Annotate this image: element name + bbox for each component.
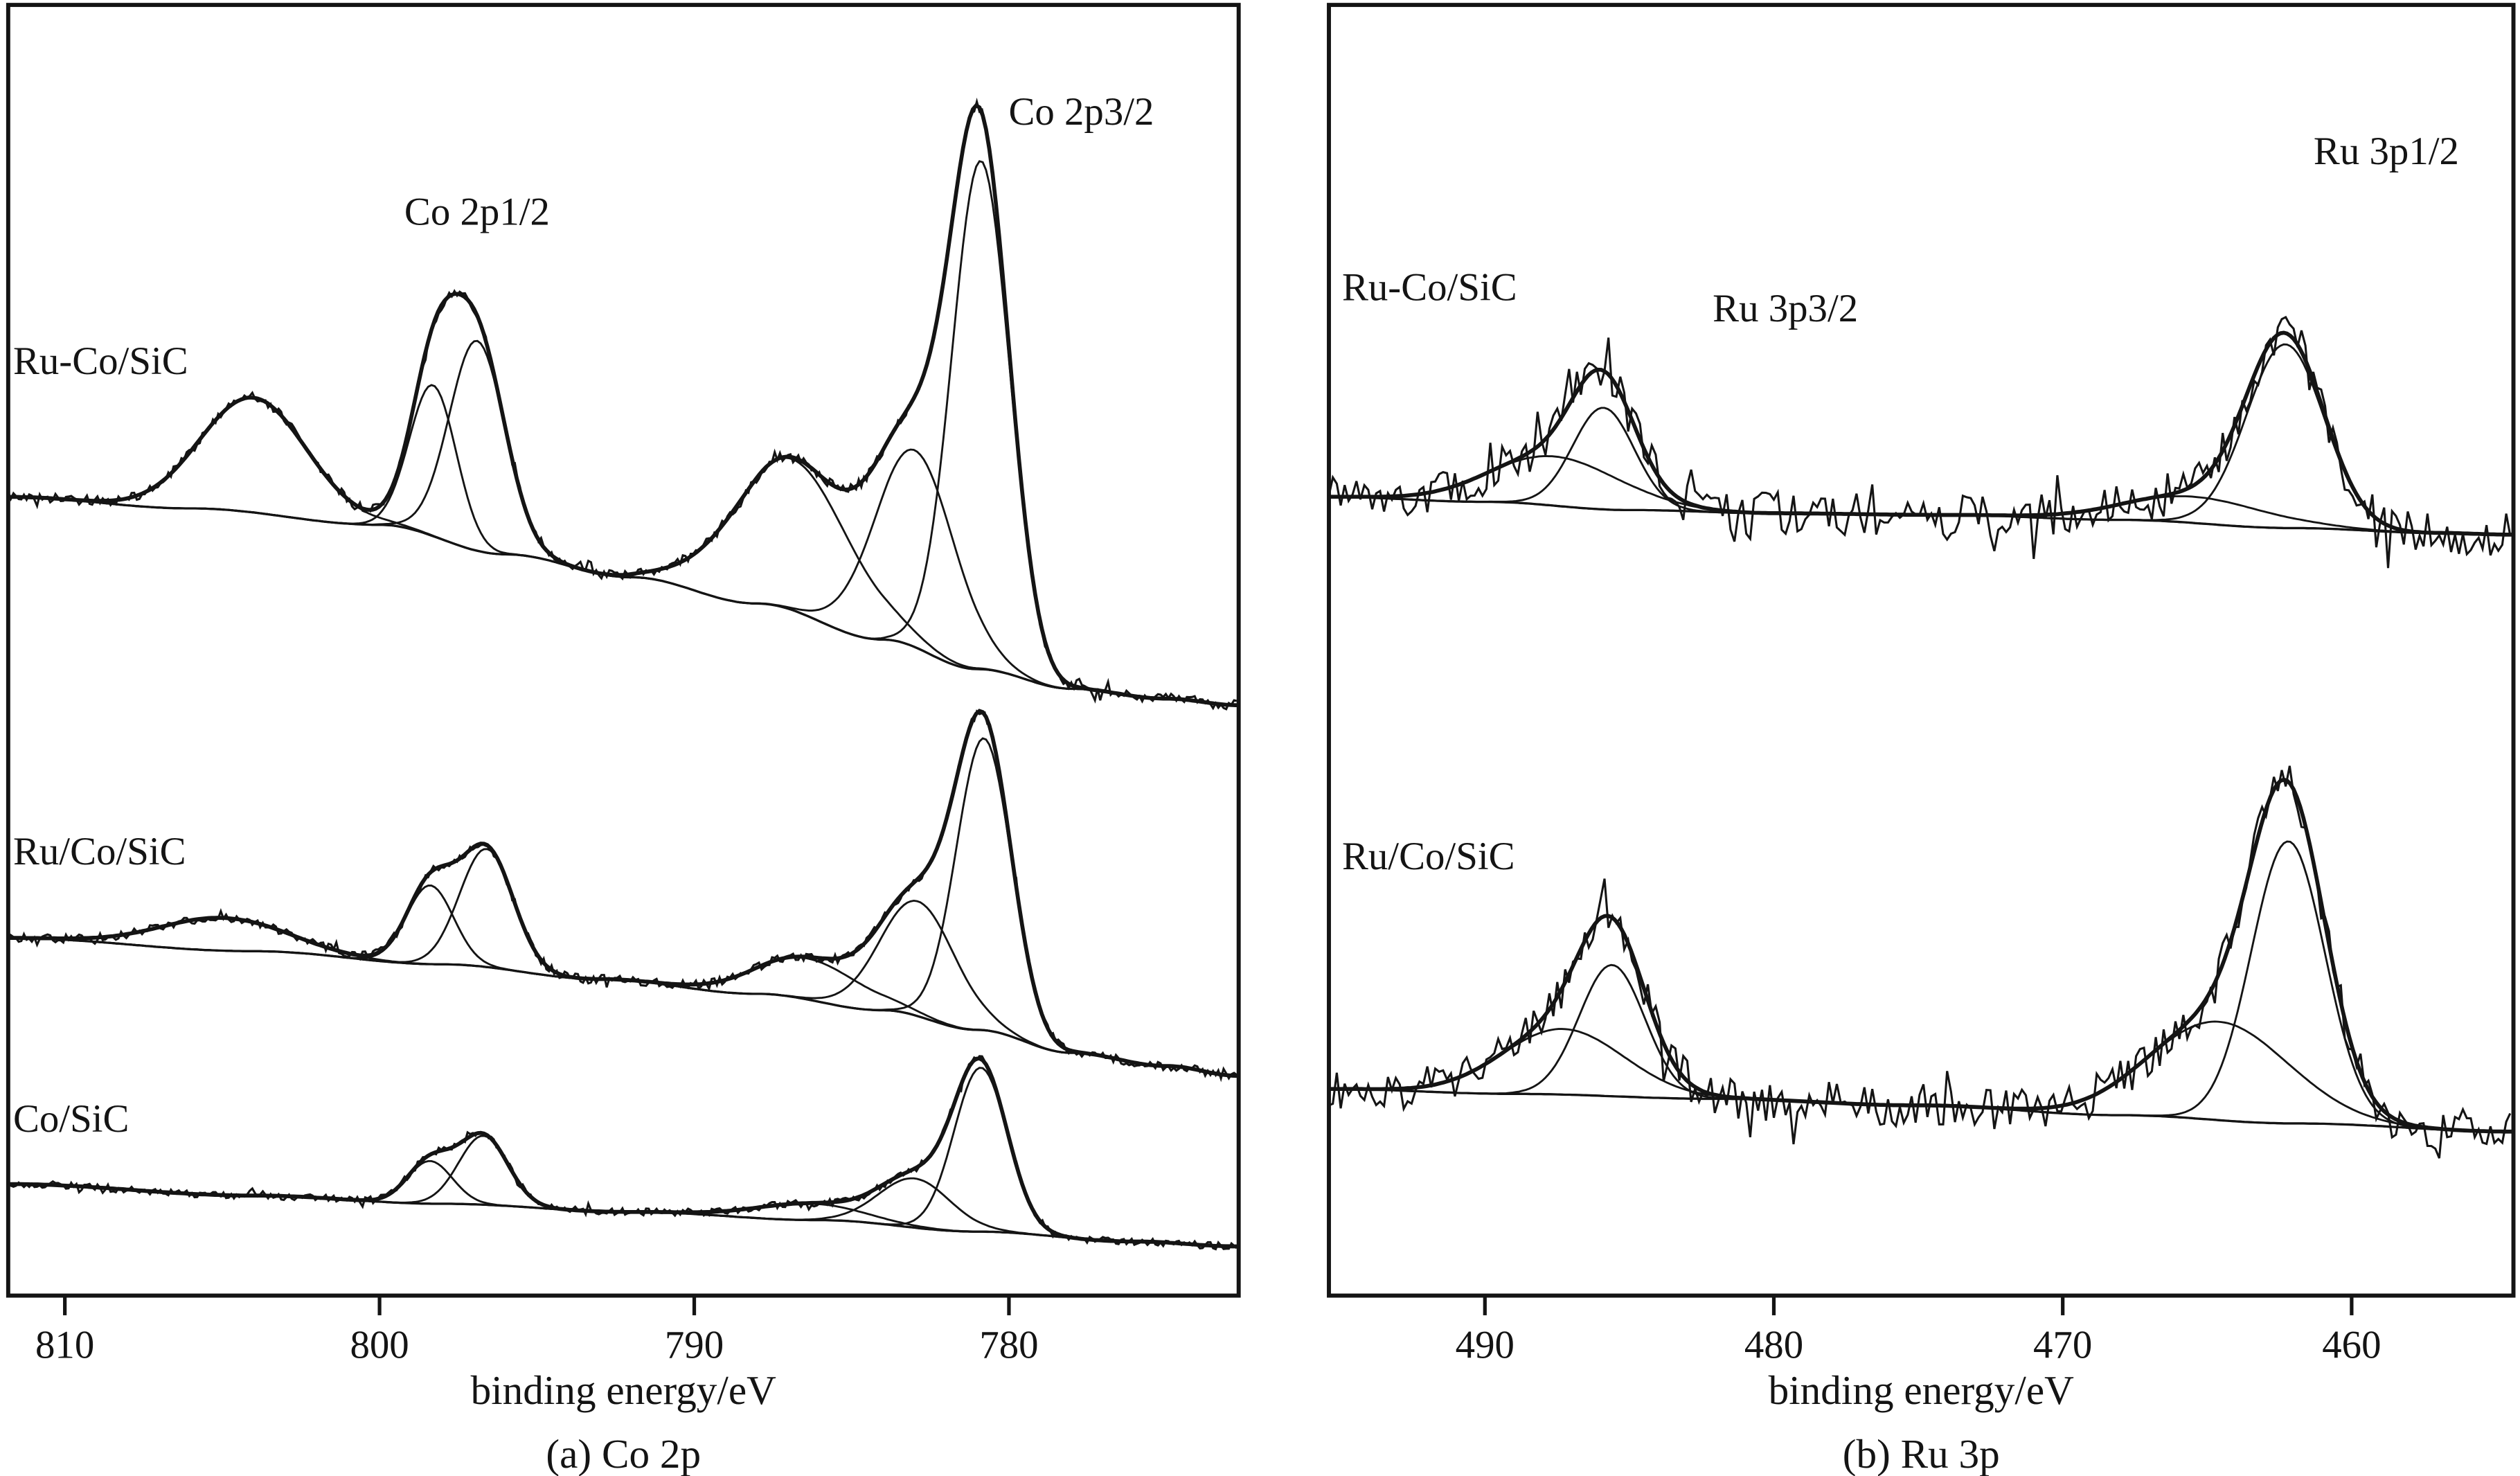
fit-component-curve bbox=[8, 384, 1239, 706]
spectrum-label: Ru/Co/SiC bbox=[1342, 835, 1515, 878]
panel-a-caption: (a) Co 2p bbox=[546, 1431, 701, 1476]
fit-component-curve bbox=[8, 1135, 1239, 1247]
raw-spectrum-trace bbox=[8, 1055, 1237, 1251]
raw-spectrum-trace bbox=[1329, 765, 2512, 1159]
fit-component-curve bbox=[8, 936, 1239, 1077]
fit-envelope-curve bbox=[1329, 777, 2514, 1134]
fit-component-curve bbox=[1329, 455, 2514, 536]
x-axis-tick-label: 490 bbox=[1456, 1324, 1514, 1367]
panel-a-x-axis-title: binding energy/eV bbox=[471, 1367, 777, 1413]
panel-b: 490 480 470 460 Ru-Co/SiC Ru/Co/SiC Ru 3p3/2 Ru… bbox=[1327, 3, 2516, 1367]
fit-component-curve bbox=[8, 1067, 1239, 1247]
fit-component-curve bbox=[1329, 1020, 2514, 1133]
spectrum-label: Co/SiC bbox=[13, 1097, 129, 1141]
raw-spectrum-trace bbox=[8, 97, 1237, 711]
spectrum-label: Ru-Co/SiC bbox=[13, 339, 188, 383]
background-baseline-curve bbox=[8, 495, 1239, 706]
raw-spectrum-trace bbox=[1329, 315, 2512, 569]
fit-component-curve bbox=[8, 737, 1239, 1077]
panel-a: 810 800 790 780 Ru-Co/SiC Ru/Co/SiC Co/SiC Co 2… bbox=[6, 3, 1241, 1367]
fit-envelope-curve bbox=[8, 103, 1239, 707]
fit-component-curve bbox=[8, 899, 1239, 1077]
peak-label: Co 2p3/2 bbox=[1008, 90, 1154, 134]
fit-component-curve bbox=[8, 916, 1239, 1077]
fit-envelope-curve bbox=[8, 709, 1239, 1078]
panels-root: 810 800 790 780 Ru-Co/SiC Ru/Co/SiC Co/SiC Co 2… bbox=[6, 3, 2516, 1367]
fit-component-curve bbox=[8, 339, 1239, 706]
fit-envelope-curve bbox=[1329, 330, 2514, 537]
background-baseline-curve bbox=[8, 936, 1239, 1077]
peak-label: Ru 3p3/2 bbox=[1713, 287, 1858, 330]
peak-label: Co 2p1/2 bbox=[404, 190, 550, 233]
x-axis-tick-label: 480 bbox=[1744, 1324, 1803, 1367]
peak-label: Ru 3p1/2 bbox=[2314, 130, 2459, 173]
panel-plot-area bbox=[1329, 315, 2514, 1159]
panel-frame bbox=[1327, 3, 2516, 1298]
x-axis-tick-label: 790 bbox=[665, 1324, 724, 1367]
panel-frame bbox=[6, 3, 1241, 1298]
panel-plot-area bbox=[8, 97, 1239, 1251]
fit-envelope-curve bbox=[8, 1056, 1239, 1249]
x-axis-tick-label: 800 bbox=[350, 1324, 409, 1367]
x-axis-tick-label: 810 bbox=[35, 1324, 94, 1367]
x-axis-tick-label: 460 bbox=[2322, 1324, 2381, 1367]
raw-spectrum-trace bbox=[8, 709, 1237, 1083]
x-axis-tick-label: 470 bbox=[2033, 1324, 2092, 1367]
spectrum-label: Ru-Co/SiC bbox=[1342, 265, 1517, 309]
x-axis-tick-label: 780 bbox=[979, 1324, 1038, 1367]
panel-b-x-axis-title: binding energy/eV bbox=[1769, 1367, 2075, 1413]
fit-component-curve bbox=[8, 396, 1239, 706]
panel-b-caption: (b) Ru 3p bbox=[1843, 1431, 2000, 1476]
spectrum-label: Ru/Co/SiC bbox=[13, 830, 186, 873]
fit-component-curve bbox=[8, 160, 1239, 706]
